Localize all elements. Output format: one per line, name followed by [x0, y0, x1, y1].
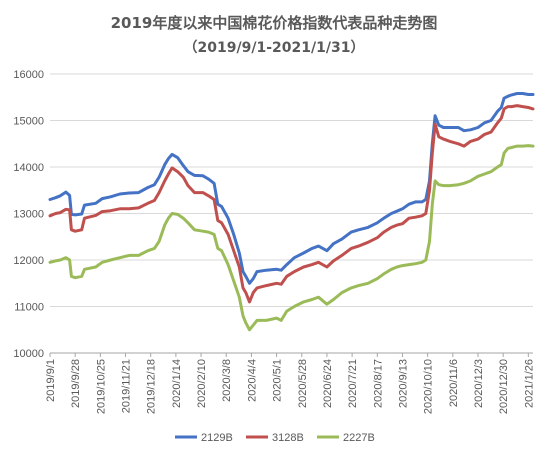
y-tick-label: 16000 [13, 69, 44, 81]
x-tick-label: 2020/10/10 [423, 359, 435, 414]
series-line-3128B [48, 104, 535, 304]
x-axis-ticks: 2019/9/1 2019/9/28 2019/10/25 2019/11/21 201… [45, 353, 535, 414]
legend-label-2227B: 2227B [343, 432, 375, 444]
x-tick-label: 2020/7/21 [347, 359, 359, 408]
legend-label-2129B: 2129B [201, 432, 233, 444]
x-tick-label: 2020/2/10 [196, 359, 208, 408]
chart-subtitle: （2019/9/1-2021/1/31） [184, 40, 365, 56]
x-tick-label: 2020/9/13 [397, 359, 409, 408]
y-tick-label: 15000 [13, 116, 44, 128]
series-lines [48, 92, 535, 332]
chart-title: 2019年度以来中国棉花价格指数代表品种走势图 [111, 14, 438, 32]
y-axis-ticks: 10000 11000 12000 13000 14000 15000 16000 [13, 69, 44, 360]
y-tick-label: 13000 [13, 209, 44, 221]
y-tick-label: 11000 [14, 302, 44, 314]
x-tick-label: 2020/3/8 [221, 359, 233, 402]
x-tick-label: 2019/9/28 [70, 359, 82, 408]
x-tick-label: 2020/4/4 [246, 359, 258, 402]
x-tick-label: 2019/10/25 [95, 359, 107, 414]
y-tick-label: 12000 [13, 255, 44, 267]
series-line-2129B [48, 92, 535, 285]
gridlines [50, 73, 533, 354]
x-tick-label: 2020/5/1 [272, 359, 284, 402]
x-tick-label: 2020/12/3 [473, 359, 485, 408]
series-line-2227B [48, 144, 535, 332]
legend-label-3128B: 3128B [272, 432, 304, 444]
y-tick-label: 10000 [13, 348, 44, 360]
x-tick-label: 2020/6/24 [322, 359, 334, 408]
x-tick-label: 2020/8/17 [372, 359, 384, 408]
y-tick-label: 14000 [13, 162, 44, 174]
x-tick-label: 2019/9/1 [45, 359, 57, 402]
x-tick-label: 2019/12/18 [146, 359, 158, 414]
x-tick-label: 2020/1/14 [171, 359, 183, 408]
x-tick-label: 2020/11/6 [448, 359, 460, 407]
x-tick-label: 2020/5/28 [297, 359, 309, 408]
x-tick-label: 2021/1/26 [523, 359, 535, 408]
legend: 2129B 3128B 2227B [175, 432, 375, 444]
x-tick-label: 2020/12/30 [498, 359, 510, 414]
x-tick-label: 2019/11/21 [121, 359, 133, 413]
